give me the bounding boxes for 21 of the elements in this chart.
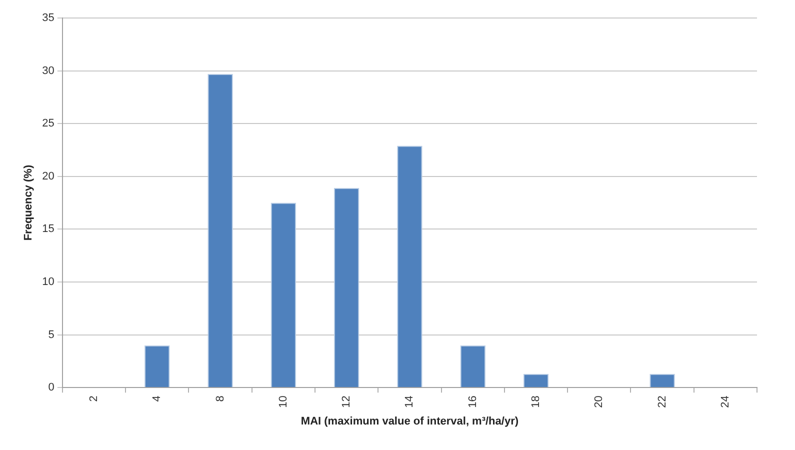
- y-tick-label: 20: [42, 170, 54, 182]
- x-tick-label: 2: [88, 396, 100, 402]
- x-tick-label: 18: [530, 396, 542, 408]
- y-tick-label: 15: [42, 223, 54, 236]
- y-tick-label: 5: [48, 328, 54, 341]
- x-axis-title: MAI (maximum value of interval, m³/ha/yr): [300, 415, 519, 428]
- y-tick-label: 35: [42, 12, 54, 24]
- x-tick-label: 20: [593, 396, 606, 408]
- x-tick-label: 10: [277, 396, 290, 408]
- y-tick-label: 25: [42, 118, 54, 130]
- x-tick-label: 14: [404, 396, 416, 408]
- x-tick-label: 12: [340, 396, 353, 408]
- y-tick-label: 0: [48, 382, 54, 394]
- y-axis-title: Frequency (%): [22, 164, 35, 241]
- x-tick-label: 22: [656, 396, 668, 408]
- x-tick-label: 4: [151, 396, 164, 402]
- y-tick-label: 10: [42, 276, 54, 288]
- x-tick-label: 8: [214, 396, 226, 402]
- x-tick-label: 16: [466, 396, 479, 408]
- y-tick-label: 30: [42, 64, 54, 77]
- x-tick-label: 24: [719, 396, 732, 408]
